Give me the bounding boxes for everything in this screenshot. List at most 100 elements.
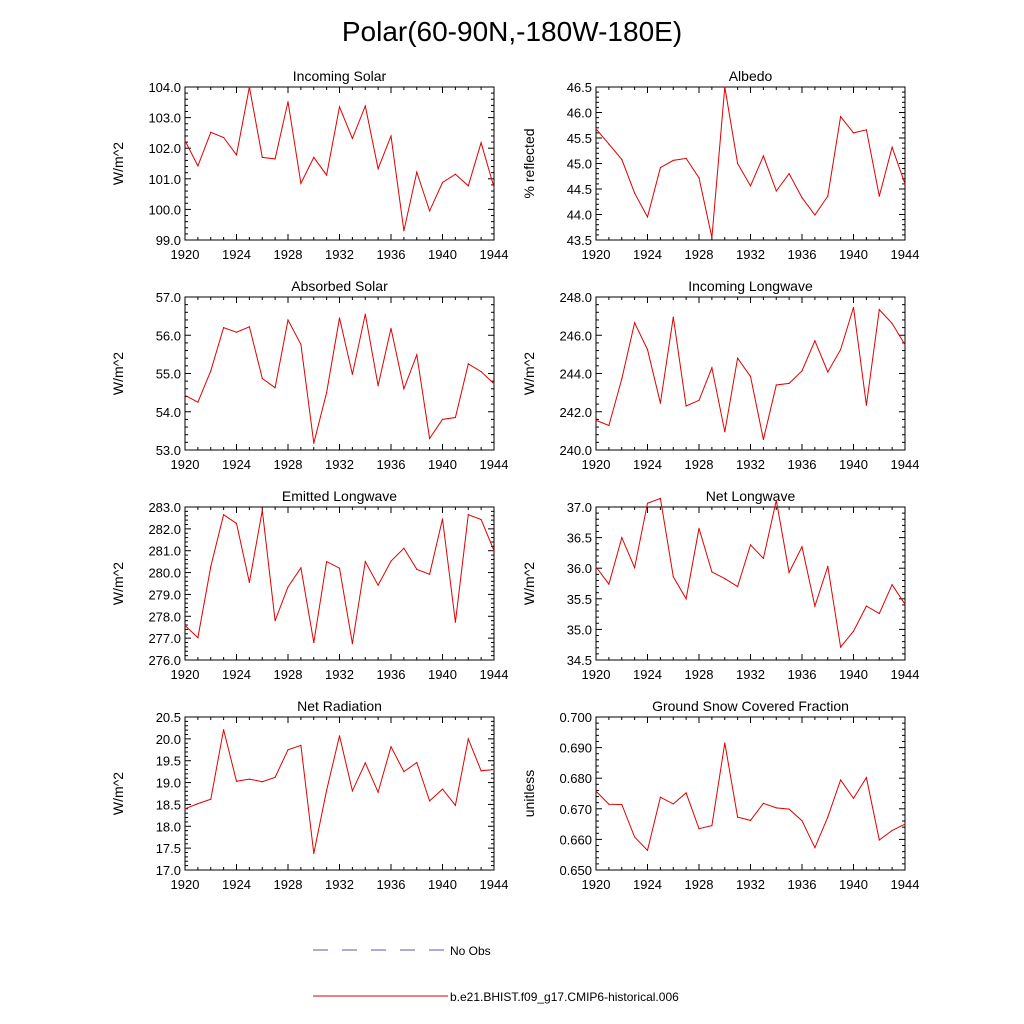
series-line-net-longwave bbox=[595, 497, 906, 649]
data-point bbox=[634, 192, 636, 194]
data-point bbox=[364, 105, 366, 107]
data-point bbox=[480, 770, 482, 772]
y-tick-label: 100.0 bbox=[148, 202, 181, 217]
data-point bbox=[351, 790, 353, 792]
y-tick-label: 0.650 bbox=[559, 863, 592, 878]
data-point bbox=[698, 828, 700, 830]
y-tick-label: 18.0 bbox=[156, 819, 181, 834]
data-point bbox=[300, 182, 302, 184]
data-point bbox=[454, 416, 456, 419]
x-tick-label: 1936 bbox=[788, 667, 817, 682]
series-line-ground-snow-covered-fraction bbox=[595, 742, 906, 852]
x-tick-label: 1940 bbox=[839, 667, 868, 682]
data-point bbox=[300, 343, 302, 345]
plot-frame bbox=[595, 716, 906, 871]
x-tick-label: 1928 bbox=[274, 667, 303, 682]
data-point bbox=[621, 378, 623, 380]
y-tick-label: 0.700 bbox=[559, 710, 592, 725]
data-point bbox=[261, 781, 263, 783]
panel-net-radiation: Net Radiation W/m^2 1920 1924 1928 1932 1936 19… bbox=[110, 698, 508, 892]
x-tick-label: 1920 bbox=[171, 457, 200, 472]
data-point bbox=[827, 371, 829, 373]
data-point bbox=[595, 128, 597, 130]
data-point bbox=[711, 236, 713, 239]
data-point bbox=[351, 373, 353, 375]
y-tick-label: 53.0 bbox=[156, 443, 181, 458]
data-point bbox=[646, 502, 649, 504]
data-point bbox=[814, 340, 816, 342]
data-point bbox=[274, 387, 276, 389]
data-point bbox=[672, 316, 674, 318]
data-point bbox=[493, 186, 495, 188]
x-tick-label: 1932 bbox=[736, 457, 765, 472]
y-tick-label: 104.0 bbox=[148, 80, 181, 95]
data-point bbox=[749, 819, 752, 822]
data-point bbox=[377, 584, 379, 586]
x-tick-label: 1940 bbox=[839, 247, 868, 262]
data-point bbox=[865, 605, 868, 607]
data-point bbox=[338, 317, 341, 319]
y-tick-label: 280.0 bbox=[148, 566, 181, 581]
y-tick-label: 240.0 bbox=[559, 443, 592, 458]
data-point bbox=[274, 158, 276, 160]
y-axis-label: W/m^2 bbox=[521, 562, 537, 605]
data-point bbox=[184, 394, 186, 396]
x-tick-label: 1920 bbox=[582, 877, 611, 892]
series-line-albedo bbox=[595, 86, 906, 238]
plot-frame bbox=[595, 296, 906, 451]
data-point bbox=[711, 367, 713, 369]
y-tick-label: 36.5 bbox=[567, 531, 592, 546]
x-tick-label: 1924 bbox=[633, 457, 662, 472]
x-tick-label: 1928 bbox=[685, 457, 714, 472]
data-point bbox=[621, 537, 623, 539]
data-point bbox=[737, 162, 739, 165]
y-tick-label: 281.0 bbox=[148, 544, 181, 559]
data-point bbox=[235, 331, 238, 333]
data-point bbox=[493, 550, 495, 552]
data-point bbox=[788, 173, 790, 175]
data-point bbox=[865, 404, 868, 406]
data-point bbox=[891, 322, 893, 324]
panel-incoming-solar: Incoming Solar W/m^2 1920 1924 1928 1932 1936 1… bbox=[110, 68, 508, 262]
data-point bbox=[184, 140, 186, 142]
panel-title: Albedo bbox=[729, 68, 773, 84]
x-tick-label: 1920 bbox=[582, 247, 611, 262]
series-line-emitted-longwave bbox=[184, 510, 495, 644]
data-point bbox=[338, 567, 341, 569]
data-point bbox=[891, 584, 893, 586]
data-point bbox=[775, 499, 777, 501]
data-point bbox=[184, 624, 186, 627]
data-point bbox=[878, 612, 880, 615]
y-tick-label: 55.0 bbox=[156, 367, 181, 382]
y-tick-label: 283.0 bbox=[148, 500, 181, 515]
y-tick-label: 44.0 bbox=[567, 208, 592, 223]
y-tick-label: 0.660 bbox=[559, 832, 592, 847]
data-point bbox=[429, 210, 431, 212]
data-point bbox=[801, 546, 803, 548]
data-point bbox=[646, 216, 649, 218]
data-point bbox=[852, 132, 855, 134]
y-axis-label: W/m^2 bbox=[110, 562, 126, 605]
data-point bbox=[454, 804, 456, 806]
x-tick-label: 1944 bbox=[891, 457, 920, 472]
data-point bbox=[390, 327, 392, 329]
data-point bbox=[840, 116, 842, 118]
x-tick-label: 1920 bbox=[582, 457, 611, 472]
y-tick-label: 276.0 bbox=[148, 653, 181, 668]
x-tick-label: 1924 bbox=[222, 877, 251, 892]
data-point bbox=[904, 823, 906, 825]
data-point bbox=[865, 129, 868, 131]
data-point bbox=[814, 605, 816, 607]
data-point bbox=[287, 319, 289, 321]
x-tick-label: 1924 bbox=[633, 667, 662, 682]
x-tick-label: 1932 bbox=[736, 247, 765, 262]
data-point bbox=[698, 177, 700, 179]
data-point bbox=[223, 514, 225, 516]
data-point bbox=[891, 829, 893, 832]
data-point bbox=[274, 620, 276, 622]
data-point bbox=[646, 849, 649, 852]
data-point bbox=[223, 327, 225, 329]
data-point bbox=[480, 142, 482, 144]
data-point bbox=[904, 344, 906, 346]
y-tick-label: 17.0 bbox=[156, 863, 181, 878]
